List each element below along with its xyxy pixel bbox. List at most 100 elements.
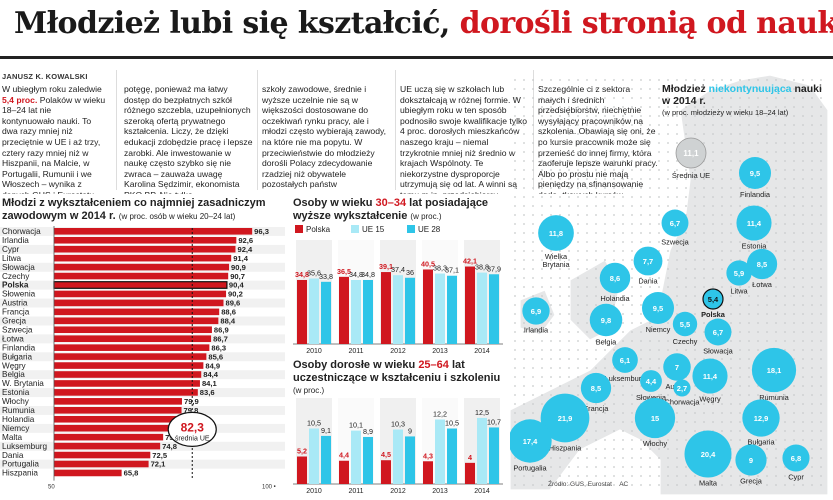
map-dot bbox=[739, 115, 741, 117]
map-dot bbox=[739, 286, 741, 288]
map-dot bbox=[811, 259, 813, 261]
map-dot bbox=[559, 124, 561, 126]
map-dot bbox=[604, 106, 606, 108]
map-dot bbox=[784, 169, 786, 171]
map-dot bbox=[568, 385, 570, 387]
map-dot bbox=[532, 232, 534, 234]
map-dot bbox=[631, 331, 633, 333]
map-dot bbox=[784, 277, 786, 279]
map-dot bbox=[712, 124, 714, 126]
map-dot bbox=[514, 394, 516, 396]
article-col1-span: 5,4 proc. bbox=[2, 94, 38, 105]
map-dot bbox=[613, 88, 615, 90]
map-dot bbox=[676, 259, 678, 261]
map-dot bbox=[784, 79, 786, 81]
headline-rule bbox=[0, 56, 833, 59]
map-dot bbox=[757, 124, 759, 126]
map-dot bbox=[541, 142, 543, 144]
map-dot bbox=[631, 466, 633, 468]
map-dot bbox=[514, 412, 516, 414]
map-dot bbox=[586, 439, 588, 441]
map-title-p2: niekontynuująca bbox=[708, 83, 792, 95]
map-dot bbox=[604, 340, 606, 342]
country-bubble bbox=[661, 209, 689, 237]
map-dot bbox=[802, 241, 804, 243]
map-dot bbox=[685, 232, 687, 234]
map-dot bbox=[586, 214, 588, 216]
country-bubble bbox=[510, 419, 552, 463]
map-dot bbox=[604, 142, 606, 144]
map-dot bbox=[532, 169, 534, 171]
map-dot bbox=[703, 412, 705, 414]
map-dot bbox=[577, 295, 579, 297]
map-dot bbox=[712, 421, 714, 423]
map-dot bbox=[640, 466, 642, 468]
map-dot bbox=[766, 394, 768, 396]
map-dot bbox=[694, 295, 696, 297]
map-dot bbox=[739, 196, 741, 198]
map-dot bbox=[811, 205, 813, 207]
bar-ue-28 bbox=[447, 275, 457, 344]
eu-average-label: średnia UE bbox=[175, 435, 210, 442]
map-dot bbox=[514, 241, 516, 243]
map-dot bbox=[784, 259, 786, 261]
map-dot bbox=[793, 349, 795, 351]
map-dot bbox=[568, 358, 570, 360]
map-dot bbox=[541, 160, 543, 162]
map-dot bbox=[640, 439, 642, 441]
bar bbox=[54, 308, 220, 316]
map-dot bbox=[649, 106, 651, 108]
map-dot bbox=[622, 106, 624, 108]
map-dot bbox=[559, 358, 561, 360]
map-dot bbox=[658, 151, 660, 153]
map-dot bbox=[802, 259, 804, 261]
map-dot bbox=[514, 250, 516, 252]
map-dot bbox=[775, 448, 777, 450]
map-dot bbox=[793, 403, 795, 405]
map-dot bbox=[730, 223, 732, 225]
map-dot bbox=[577, 322, 579, 324]
map-dot bbox=[514, 124, 516, 126]
map-dot bbox=[640, 133, 642, 135]
map-dot bbox=[514, 295, 516, 297]
map-dot bbox=[667, 475, 669, 477]
map-dot bbox=[748, 484, 750, 486]
country-value: 9 bbox=[749, 456, 753, 465]
map-dot bbox=[784, 250, 786, 252]
map-dot bbox=[775, 133, 777, 135]
map-dot bbox=[586, 241, 588, 243]
map-dot bbox=[676, 142, 678, 144]
map-dot bbox=[649, 475, 651, 477]
map-dot bbox=[757, 322, 759, 324]
map-dot bbox=[523, 250, 525, 252]
map-dot bbox=[649, 439, 651, 441]
map-dot bbox=[694, 403, 696, 405]
map-dot bbox=[568, 340, 570, 342]
map-dot bbox=[820, 439, 822, 441]
map-dot bbox=[514, 196, 516, 198]
map-dot bbox=[541, 340, 543, 342]
map-dot bbox=[523, 295, 525, 297]
map-dot bbox=[568, 214, 570, 216]
map-dot bbox=[703, 169, 705, 171]
map-dot bbox=[721, 277, 723, 279]
map-dot bbox=[604, 115, 606, 117]
map-dot bbox=[613, 196, 615, 198]
map-dot bbox=[649, 367, 651, 369]
bar bbox=[54, 380, 200, 387]
map-dot bbox=[712, 484, 714, 486]
map-dot bbox=[595, 475, 597, 477]
article-col1-span: W ubiegłym roku zaledwie bbox=[2, 84, 102, 94]
map-dot bbox=[676, 178, 678, 180]
map-dot bbox=[793, 358, 795, 360]
map-dot bbox=[586, 169, 588, 171]
map-dot bbox=[586, 475, 588, 477]
category-label: 2012 bbox=[390, 488, 406, 495]
map-dot bbox=[631, 340, 633, 342]
map-dot bbox=[802, 385, 804, 387]
value-label: 84,1 bbox=[202, 379, 218, 388]
map-dot bbox=[685, 178, 687, 180]
map-dot bbox=[721, 133, 723, 135]
map-dot bbox=[685, 124, 687, 126]
map-dot bbox=[676, 97, 678, 99]
